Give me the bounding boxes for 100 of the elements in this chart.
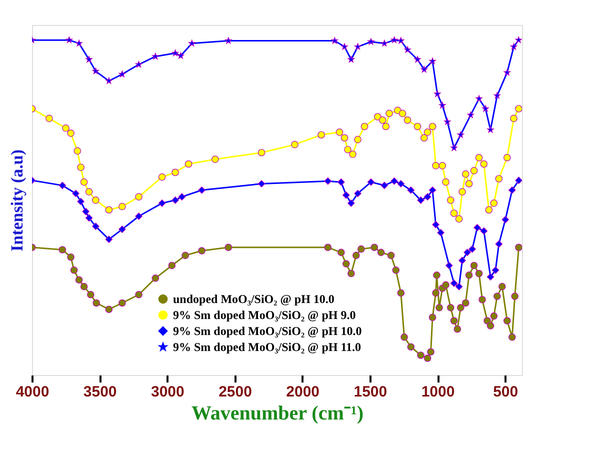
point xyxy=(340,134,348,142)
point xyxy=(433,272,440,279)
point xyxy=(75,276,83,284)
point xyxy=(397,180,405,188)
point xyxy=(476,95,482,102)
point xyxy=(458,188,466,196)
point xyxy=(397,289,405,297)
point xyxy=(484,317,491,324)
point xyxy=(429,58,436,64)
point xyxy=(442,281,450,289)
point xyxy=(438,162,446,170)
point xyxy=(390,36,398,44)
legend-label: 9% Sm doped MoO₃/SiO₂ @ pH 9.0 xyxy=(173,308,356,322)
point xyxy=(86,56,93,63)
point xyxy=(85,214,93,222)
point xyxy=(349,150,356,158)
point xyxy=(420,66,428,73)
point xyxy=(455,215,463,223)
x-tick-label: 1500 xyxy=(354,384,388,400)
point xyxy=(464,248,471,256)
point xyxy=(58,246,66,254)
point xyxy=(182,252,189,260)
point xyxy=(470,167,478,174)
point xyxy=(92,196,100,204)
point xyxy=(437,229,444,236)
point xyxy=(258,148,266,156)
point xyxy=(392,266,400,274)
legend-label: 9% Sm doped MoO₃/SiO₂ @ pH 11.0 xyxy=(173,340,362,354)
point xyxy=(354,136,362,144)
x-tick-label: 4000 xyxy=(16,384,50,400)
point xyxy=(436,304,443,312)
point xyxy=(177,52,184,59)
point xyxy=(475,270,483,278)
point xyxy=(344,146,352,154)
point xyxy=(446,196,454,204)
point xyxy=(367,178,375,186)
point xyxy=(450,280,458,287)
point xyxy=(92,222,100,230)
point xyxy=(62,124,70,132)
point xyxy=(502,216,510,224)
point xyxy=(378,116,386,124)
point xyxy=(428,122,436,130)
point xyxy=(482,105,489,112)
point xyxy=(360,122,368,130)
point xyxy=(493,292,501,300)
point xyxy=(118,70,126,78)
point xyxy=(465,180,473,188)
point xyxy=(511,292,518,300)
point xyxy=(446,304,454,312)
point xyxy=(468,245,476,253)
point xyxy=(118,299,126,307)
x-axis-title: Wavenumber (cm⁻¹) xyxy=(191,402,364,424)
point xyxy=(67,130,74,137)
point xyxy=(465,272,473,279)
point xyxy=(82,208,90,216)
point xyxy=(495,175,503,182)
legend-label: 9% Sm doped MoO₃/SiO₂ @ pH 10.0 xyxy=(173,324,362,338)
point xyxy=(438,102,446,108)
point xyxy=(77,164,84,171)
point xyxy=(135,290,142,298)
point xyxy=(503,317,511,324)
point xyxy=(442,178,450,186)
point xyxy=(224,37,232,44)
point xyxy=(324,244,332,252)
point xyxy=(492,266,500,274)
point xyxy=(515,36,522,44)
point xyxy=(172,196,179,204)
y-axis-title: Intensity (a.u) xyxy=(8,149,26,252)
x-tick-label: 3500 xyxy=(83,384,117,400)
point xyxy=(515,244,522,252)
point xyxy=(503,154,511,162)
point xyxy=(152,52,159,60)
point xyxy=(348,56,355,63)
point xyxy=(414,56,421,63)
point xyxy=(92,68,100,74)
point xyxy=(428,186,436,194)
point xyxy=(72,190,80,198)
point xyxy=(92,299,100,307)
point xyxy=(458,256,466,264)
point xyxy=(398,110,406,118)
point xyxy=(432,220,440,228)
point xyxy=(414,122,422,130)
point xyxy=(417,352,424,359)
point xyxy=(427,348,434,356)
x-tick-label: 2000 xyxy=(286,384,320,400)
point xyxy=(397,37,404,44)
point xyxy=(382,122,390,130)
point xyxy=(404,116,412,124)
point xyxy=(80,178,88,186)
point xyxy=(374,113,382,120)
point xyxy=(341,43,348,50)
point xyxy=(354,43,362,50)
point xyxy=(67,253,74,261)
point xyxy=(152,274,160,282)
point xyxy=(135,193,142,200)
point xyxy=(462,170,470,178)
point xyxy=(74,147,82,155)
point xyxy=(168,262,176,270)
point xyxy=(467,111,474,118)
point xyxy=(486,273,494,281)
